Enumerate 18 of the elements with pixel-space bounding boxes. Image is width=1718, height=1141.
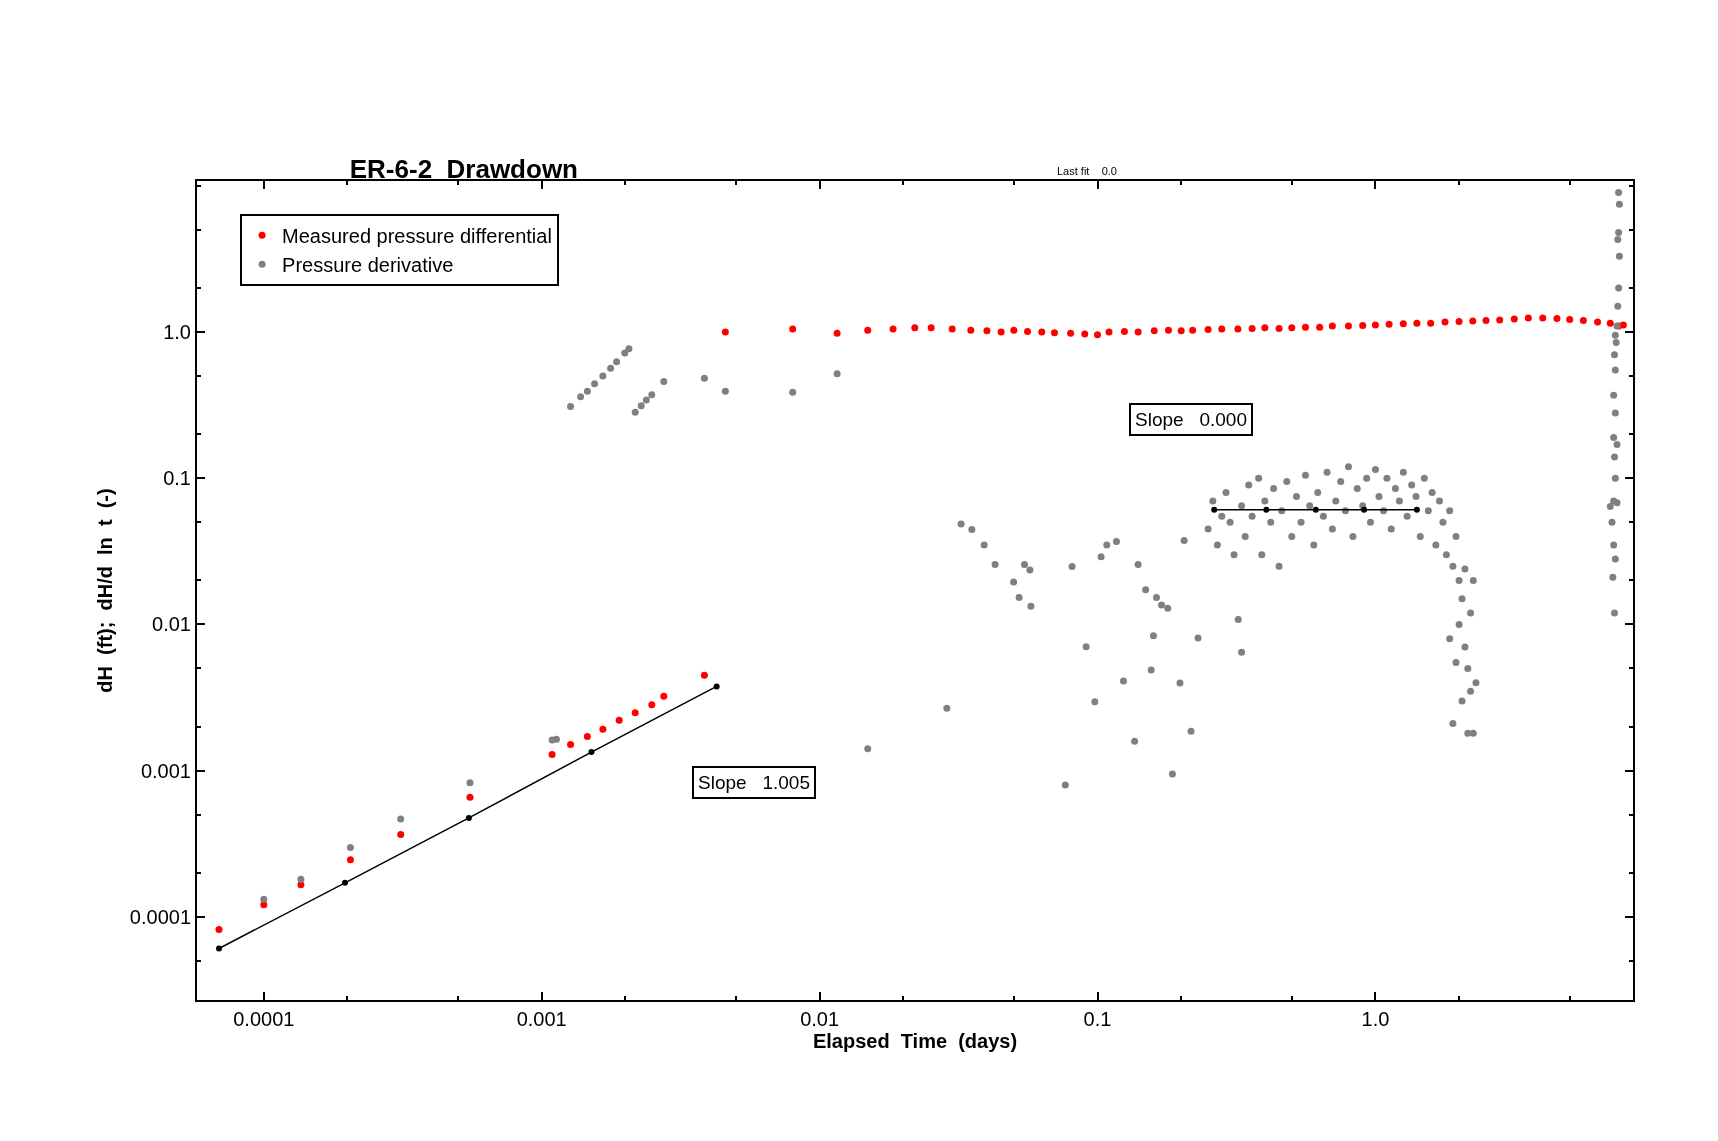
text: Last fit 0.0: [1057, 165, 1117, 177]
y-tick-label: 1.0: [163, 321, 191, 344]
chart-title: ER-6-2 Drawdown: [349, 153, 578, 184]
x-tick-label: 1.0: [1361, 1008, 1390, 1030]
y-tick-label: 0.1: [163, 467, 191, 490]
legend-label: Measured pressure differential: [282, 225, 552, 248]
x-axis-title: Elapsed Time (days): [812, 1030, 1018, 1052]
x-tick-label: 0.1: [1083, 1008, 1112, 1030]
x-tick-label: 0.01: [800, 1008, 840, 1030]
x-tick-label: 0.0001: [233, 1008, 295, 1030]
y-tick-label: 0.001: [140, 759, 191, 782]
annotation: Slope 1.005: [698, 772, 810, 793]
y-tick-label: 0.0001: [129, 905, 191, 928]
y-tick-label: 0.01: [152, 613, 191, 636]
y-axis-title: dH (ft); dH/d ln t (-): [93, 488, 116, 693]
x-tick-label: 0.001: [516, 1008, 567, 1030]
legend-label: Pressure derivative: [282, 254, 454, 277]
annotation: Slope 0.000: [1135, 409, 1247, 430]
